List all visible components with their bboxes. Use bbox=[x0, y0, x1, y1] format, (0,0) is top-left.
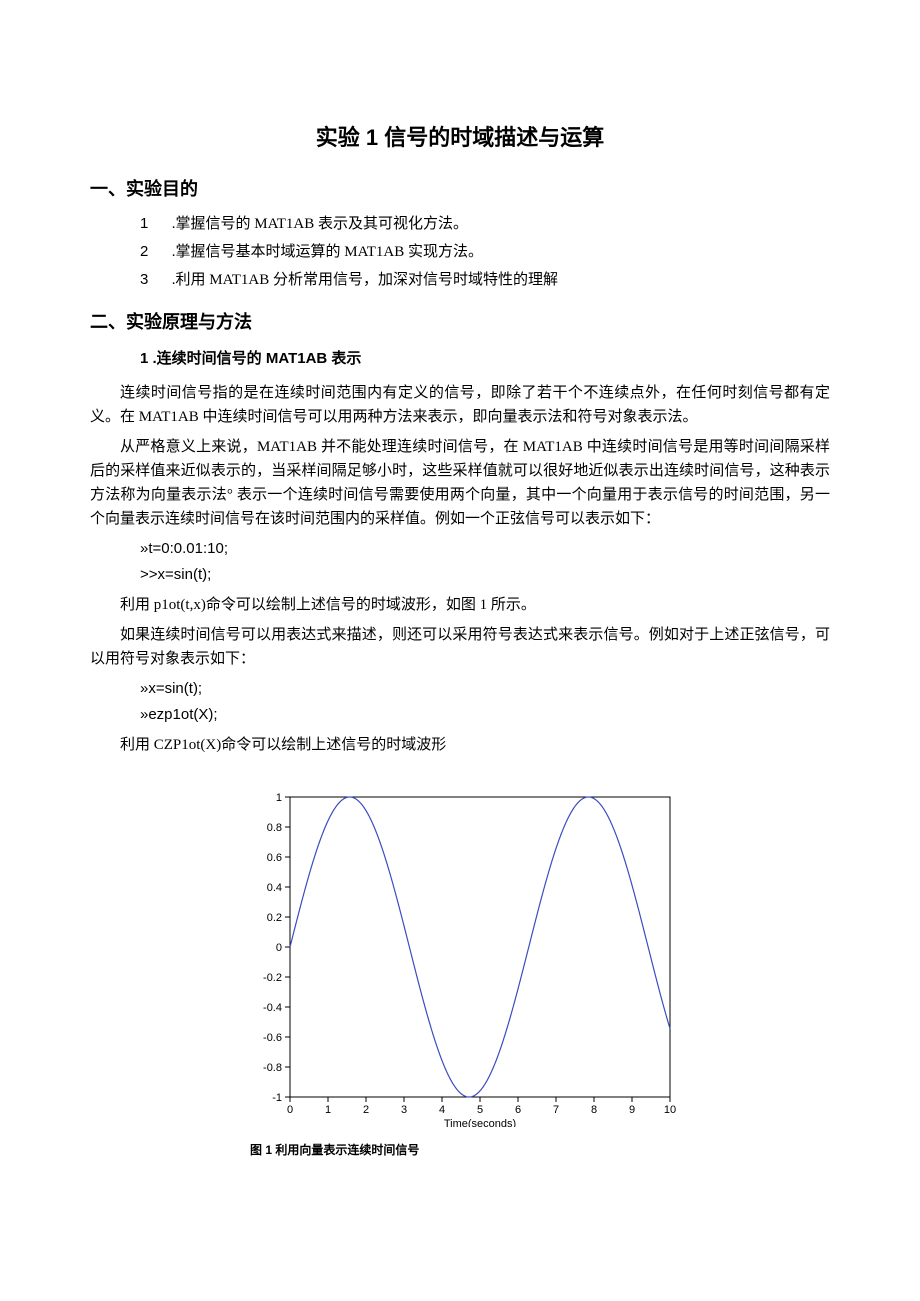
section-2: 二、实验原理与方法 bbox=[90, 308, 830, 337]
svg-text:Time(seconds): Time(seconds) bbox=[444, 1118, 516, 1127]
code-line: »x=sin(t); bbox=[140, 677, 830, 701]
list-text: .利用 MAT1AB 分析常用信号，加深对信号时域特性的理解 bbox=[172, 272, 558, 288]
page-title: 实验 1 信号的时域描述与运算 bbox=[90, 120, 830, 155]
svg-text:0.2: 0.2 bbox=[267, 912, 282, 924]
section-2-heading: 二、实验原理与方法 bbox=[90, 312, 252, 332]
svg-text:-1: -1 bbox=[272, 1092, 282, 1104]
svg-text:0.8: 0.8 bbox=[267, 822, 282, 834]
svg-text:0: 0 bbox=[276, 942, 282, 954]
svg-text:0.6: 0.6 bbox=[267, 852, 282, 864]
section-1-heading: 一、实验目的 bbox=[90, 179, 198, 199]
svg-text:0: 0 bbox=[287, 1104, 293, 1116]
document-page: 实验 1 信号的时域描述与运算 一、实验目的 1 .掌握信号的 MAT1AB 表… bbox=[0, 0, 920, 1220]
subsection-heading: 1 .连续时间信号的 MAT1AB 表示 bbox=[140, 347, 830, 371]
paragraph: 如果连续时间信号可以用表达式来描述，则还可以采用符号表达式来表示信号。例如对于上… bbox=[90, 623, 830, 671]
list-num: 3 bbox=[140, 268, 168, 292]
svg-text:2: 2 bbox=[363, 1104, 369, 1116]
list-num: 1 bbox=[140, 212, 168, 236]
sine-chart: 0 1 2 3 4 5 6 7 8 9 10 -1 -0.8 -0.6 -0.4 -0.2 0 0.2 0.4 0.6… bbox=[240, 787, 680, 1127]
code-line: >>x=sin(t); bbox=[140, 563, 830, 587]
svg-text:9: 9 bbox=[629, 1104, 635, 1116]
list-item: 1 .掌握信号的 MAT1AB 表示及其可视化方法。 bbox=[140, 212, 830, 236]
paragraph: 利用 p1ot(t,x)命令可以绘制上述信号的时域波形，如图 1 所示。 bbox=[90, 593, 830, 617]
paragraph: 从严格意义上来说，MAT1AB 并不能处理连续时间信号，在 MAT1AB 中连续… bbox=[90, 435, 830, 531]
list-item: 3 .利用 MAT1AB 分析常用信号，加深对信号时域特性的理解 bbox=[140, 268, 830, 292]
svg-text:3: 3 bbox=[401, 1104, 407, 1116]
chart-svg: 0 1 2 3 4 5 6 7 8 9 10 -1 -0.8 -0.6 -0.4 -0.2 0 0.2 0.4 0.6… bbox=[240, 787, 680, 1127]
svg-text:-0.8: -0.8 bbox=[263, 1062, 282, 1074]
figure-1: 0 1 2 3 4 5 6 7 8 9 10 -1 -0.8 -0.6 -0.4 -0.2 0 0.2 0.4 0.6… bbox=[90, 787, 830, 1160]
svg-text:1: 1 bbox=[276, 792, 282, 804]
paragraph: 利用 CZP1ot(X)命令可以绘制上述信号的时域波形 bbox=[90, 733, 830, 757]
svg-text:1: 1 bbox=[325, 1104, 331, 1116]
sub-num: 1 bbox=[140, 350, 148, 367]
svg-text:5: 5 bbox=[477, 1104, 483, 1116]
list-num: 2 bbox=[140, 240, 168, 264]
svg-text:10: 10 bbox=[664, 1104, 676, 1116]
objectives-list: 1 .掌握信号的 MAT1AB 表示及其可视化方法。 2 .掌握信号基本时域运算… bbox=[140, 212, 830, 292]
svg-text:-0.2: -0.2 bbox=[263, 972, 282, 984]
section-1: 一、实验目的 bbox=[90, 175, 830, 204]
svg-text:0.4: 0.4 bbox=[267, 882, 282, 894]
svg-text:-0.4: -0.4 bbox=[263, 1002, 282, 1014]
code-line: »t=0:0.01:10; bbox=[140, 537, 830, 561]
svg-text:4: 4 bbox=[439, 1104, 445, 1116]
list-item: 2 .掌握信号基本时域运算的 MAT1AB 实现方法。 bbox=[140, 240, 830, 264]
sub-title: .连续时间信号的 MAT1AB 表示 bbox=[153, 350, 362, 367]
svg-text:8: 8 bbox=[591, 1104, 597, 1116]
list-text: .掌握信号的 MAT1AB 表示及其可视化方法。 bbox=[172, 216, 468, 232]
svg-text:6: 6 bbox=[515, 1104, 521, 1116]
svg-text:-0.6: -0.6 bbox=[263, 1032, 282, 1044]
svg-text:7: 7 bbox=[553, 1104, 559, 1116]
figure-caption: 图 1 利用向量表示连续时间信号 bbox=[250, 1141, 830, 1160]
paragraph: 连续时间信号指的是在连续时间范围内有定义的信号，即除了若干个不连续点外，在任何时… bbox=[90, 381, 830, 429]
code-line: »ezp1ot(X); bbox=[140, 703, 830, 727]
list-text: .掌握信号基本时域运算的 MAT1AB 实现方法。 bbox=[172, 244, 483, 260]
